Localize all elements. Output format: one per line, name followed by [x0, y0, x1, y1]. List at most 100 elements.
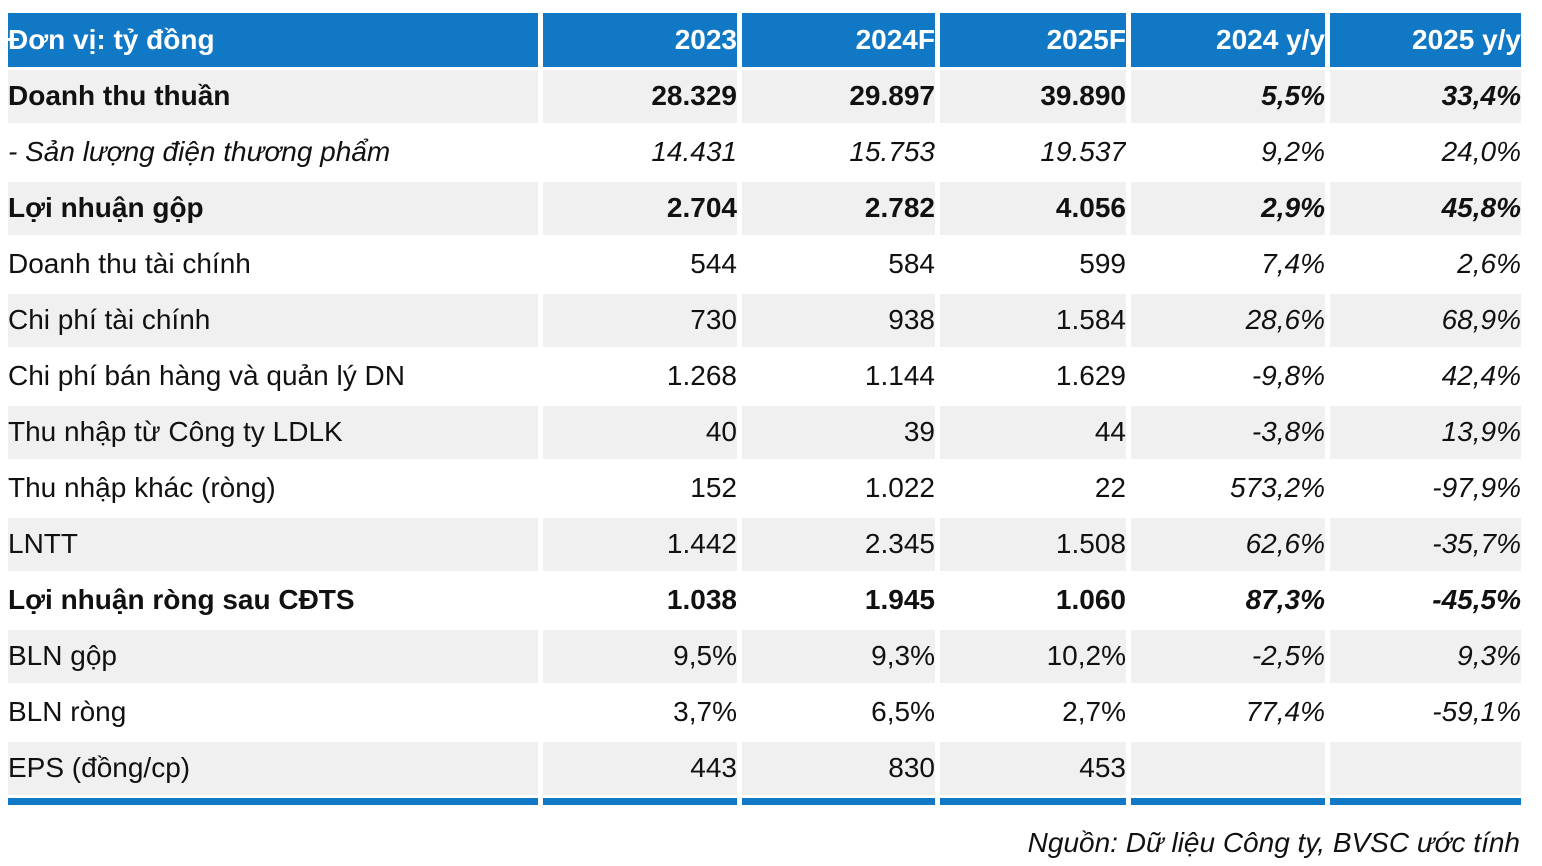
value-cell: 9,3%	[1330, 630, 1521, 683]
value-cell: 29.897	[742, 70, 935, 123]
value-cell: 1.144	[742, 350, 935, 403]
value-cell: 1.629	[940, 350, 1126, 403]
value-cell: 40	[543, 406, 737, 459]
value-cell: 62,6%	[1131, 518, 1325, 571]
value-cell: 584	[742, 238, 935, 291]
row-label: Doanh thu tài chính	[8, 238, 538, 291]
value-cell: -3,8%	[1131, 406, 1325, 459]
table-row: Lợi nhuận gộp 2.704 2.782 4.056 2,9% 45,8%	[8, 182, 1521, 235]
table-row: Chi phí bán hàng và quản lý DN 1.268 1.144…	[8, 350, 1521, 403]
value-cell: 45,8%	[1330, 182, 1521, 235]
value-cell: 87,3%	[1131, 574, 1325, 627]
row-label: LNTT	[8, 518, 538, 571]
value-cell: 1.268	[543, 350, 737, 403]
value-cell: 42,4%	[1330, 350, 1521, 403]
value-cell: 2,7%	[940, 686, 1126, 739]
table-row: EPS (đồng/cp) 443 830 453	[8, 742, 1521, 795]
value-cell: 9,3%	[742, 630, 935, 683]
table-row: Thu nhập từ Công ty LDLK 40 39 44 -3,8% 13,9%	[8, 406, 1521, 459]
bottom-rule-segment	[1330, 798, 1521, 805]
table-row: Doanh thu thuần 28.329 29.897 39.890 5,5% 33,…	[8, 70, 1521, 123]
value-cell: 28,6%	[1131, 294, 1325, 347]
row-label: Lợi nhuận ròng sau CĐTS	[8, 574, 538, 627]
value-cell: 24,0%	[1330, 126, 1521, 179]
unit-label-header: Đơn vị: tỷ đồng	[8, 13, 538, 67]
bottom-rule-segment	[742, 798, 935, 805]
value-cell: 39	[742, 406, 935, 459]
row-label: Chi phí bán hàng và quản lý DN	[8, 350, 538, 403]
value-cell: 938	[742, 294, 935, 347]
column-header-2025f: 2025F	[940, 13, 1126, 67]
table-row: - Sản lượng điện thương phẩm 14.431 15.753…	[8, 126, 1521, 179]
value-cell: 453	[940, 742, 1126, 795]
row-label: Chi phí tài chính	[8, 294, 538, 347]
row-label: Thu nhập từ Công ty LDLK	[8, 406, 538, 459]
bottom-rule-segment	[543, 798, 737, 805]
value-cell: 544	[543, 238, 737, 291]
table-header: Đơn vị: tỷ đồng 2023 2024F 2025F 2024 y/…	[8, 13, 1521, 67]
column-header-2024f: 2024F	[742, 13, 935, 67]
value-cell	[1131, 742, 1325, 795]
value-cell: 33,4%	[1330, 70, 1521, 123]
value-cell: 573,2%	[1131, 462, 1325, 515]
value-cell: 9,2%	[1131, 126, 1325, 179]
financial-forecast-table: Đơn vị: tỷ đồng 2023 2024F 2025F 2024 y/…	[3, 10, 1526, 808]
header-row: Đơn vị: tỷ đồng 2023 2024F 2025F 2024 y/…	[8, 13, 1521, 67]
row-label: Thu nhập khác (ròng)	[8, 462, 538, 515]
table-row: Thu nhập khác (ròng) 152 1.022 22 573,2% -97,…	[8, 462, 1521, 515]
column-header-2025yy: 2025 y/y	[1330, 13, 1521, 67]
row-label: BLN ròng	[8, 686, 538, 739]
value-cell: 1.442	[543, 518, 737, 571]
value-cell: 730	[543, 294, 737, 347]
value-cell: 7,4%	[1131, 238, 1325, 291]
value-cell: 44	[940, 406, 1126, 459]
table-row: BLN ròng 3,7% 6,5% 2,7% 77,4% -59,1%	[8, 686, 1521, 739]
source-note: Nguồn: Dữ liệu Công ty, BVSC ước tính	[1027, 827, 1520, 858]
value-cell: 2,6%	[1330, 238, 1521, 291]
value-cell: 1.945	[742, 574, 935, 627]
bottom-rule-row	[8, 798, 1521, 805]
value-cell: 1.022	[742, 462, 935, 515]
value-cell: 1.508	[940, 518, 1126, 571]
table-row: Doanh thu tài chính 544 584 599 7,4% 2,6%	[8, 238, 1521, 291]
value-cell: 4.056	[940, 182, 1126, 235]
column-header-2023: 2023	[543, 13, 737, 67]
value-cell: -9,8%	[1131, 350, 1325, 403]
value-cell: 2.345	[742, 518, 935, 571]
table-row: LNTT 1.442 2.345 1.508 62,6% -35,7%	[8, 518, 1521, 571]
value-cell: 830	[742, 742, 935, 795]
value-cell: 39.890	[940, 70, 1126, 123]
value-cell: 77,4%	[1131, 686, 1325, 739]
bottom-rule-segment	[8, 798, 538, 805]
value-cell: 14.431	[543, 126, 737, 179]
value-cell: 443	[543, 742, 737, 795]
value-cell: -35,7%	[1330, 518, 1521, 571]
value-cell: 15.753	[742, 126, 935, 179]
row-label: EPS (đồng/cp)	[8, 742, 538, 795]
value-cell: 6,5%	[742, 686, 935, 739]
bottom-rule-segment	[1131, 798, 1325, 805]
value-cell: 3,7%	[543, 686, 737, 739]
value-cell: 19.537	[940, 126, 1126, 179]
bottom-rule-segment	[940, 798, 1126, 805]
value-cell: 1.038	[543, 574, 737, 627]
value-cell: 28.329	[543, 70, 737, 123]
value-cell: 5,5%	[1131, 70, 1325, 123]
value-cell: 1.060	[940, 574, 1126, 627]
value-cell: 152	[543, 462, 737, 515]
value-cell: 2,9%	[1131, 182, 1325, 235]
value-cell: -59,1%	[1330, 686, 1521, 739]
table-row: Chi phí tài chính 730 938 1.584 28,6% 68,9%	[8, 294, 1521, 347]
value-cell: 68,9%	[1330, 294, 1521, 347]
value-cell: 599	[940, 238, 1126, 291]
table-row: Lợi nhuận ròng sau CĐTS 1.038 1.945 1.060 87…	[8, 574, 1521, 627]
value-cell: -2,5%	[1131, 630, 1325, 683]
table-row: BLN gộp 9,5% 9,3% 10,2% -2,5% 9,3%	[8, 630, 1521, 683]
table-footer	[8, 798, 1521, 805]
value-cell: -97,9%	[1330, 462, 1521, 515]
value-cell: 22	[940, 462, 1126, 515]
row-label: - Sản lượng điện thương phẩm	[8, 126, 538, 179]
row-label: BLN gộp	[8, 630, 538, 683]
value-cell: 13,9%	[1330, 406, 1521, 459]
